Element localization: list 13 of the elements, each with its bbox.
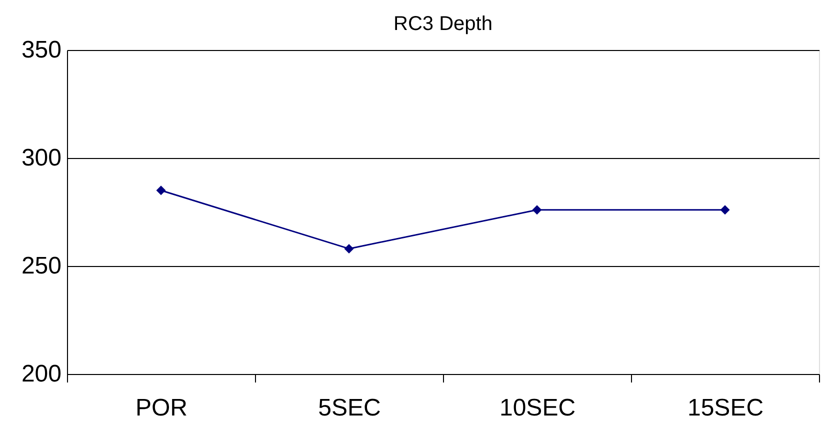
x-tick-label: 10SEC: [499, 394, 576, 422]
point: [344, 244, 354, 254]
y-tick-label: 300: [21, 144, 62, 172]
chart-title: RC3 Depth: [394, 13, 492, 35]
point: [532, 205, 542, 215]
point: [156, 186, 166, 196]
y-tick-label: 200: [21, 360, 62, 388]
point: [720, 205, 730, 215]
x-tick-label: 15SEC: [687, 394, 764, 422]
y-tick-label: 350: [21, 36, 62, 64]
x-tick-label: POR: [135, 394, 188, 422]
y-tick-label: 250: [21, 252, 62, 280]
x-tick-label: 5SEC: [318, 394, 381, 422]
